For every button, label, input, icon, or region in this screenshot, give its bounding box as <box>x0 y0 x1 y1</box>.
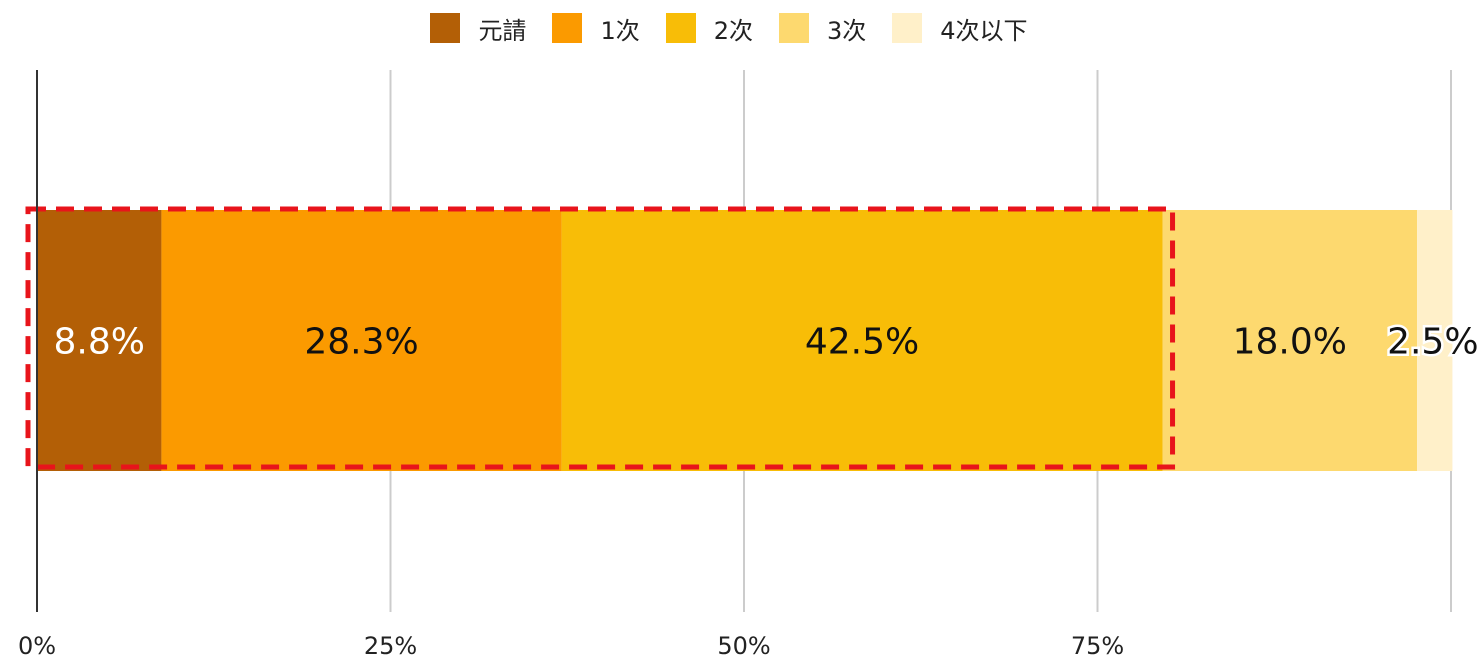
legend-item: 4次以下 <box>892 11 1028 46</box>
legend-item: 3次 <box>779 11 866 46</box>
legend-label: 1次 <box>600 16 640 45</box>
data-label: 28.3% <box>304 322 418 363</box>
x-tick-label: 25% <box>364 632 417 659</box>
bar-segment <box>1417 210 1453 471</box>
data-label: 18.0% <box>1233 322 1347 363</box>
data-labels: 8.8% 28.3% 42.5% 18.0% 2.5% <box>53 319 1481 365</box>
chart-legend: 元請 1次 2次 3次 4次以下 <box>0 8 1484 48</box>
legend-item: 1次 <box>552 11 640 46</box>
data-label: 2.5% <box>1387 322 1478 363</box>
bar-segment <box>161 210 562 471</box>
x-tick-label: 50% <box>717 632 770 659</box>
legend-swatch <box>892 13 923 43</box>
legend-swatch <box>665 13 696 43</box>
bar-segment <box>37 210 162 471</box>
legend-label: 2次 <box>713 16 753 45</box>
x-tick-label: 75% <box>1071 632 1124 659</box>
legend-swatch <box>552 13 583 43</box>
bar-segment <box>1162 210 1418 471</box>
annotations <box>25 206 1176 470</box>
data-label: 8.8% <box>53 322 144 363</box>
legend-swatch <box>430 13 461 43</box>
legend-label: 元請 <box>478 16 527 45</box>
legend-label: 4次以下 <box>940 16 1028 45</box>
legend-item: 2次 <box>665 11 753 46</box>
bar-segments <box>37 210 1453 471</box>
data-label: 42.5% <box>805 322 919 363</box>
x-tick-label: 0% <box>18 632 56 659</box>
bar-segment <box>561 210 1163 471</box>
legend-label: 3次 <box>827 16 867 45</box>
x-axis: 0% 25% 50% 75% <box>18 70 1124 659</box>
legend-item: 元請 <box>430 11 526 46</box>
legend-swatch <box>779 13 809 43</box>
highlight-box <box>25 206 1176 470</box>
